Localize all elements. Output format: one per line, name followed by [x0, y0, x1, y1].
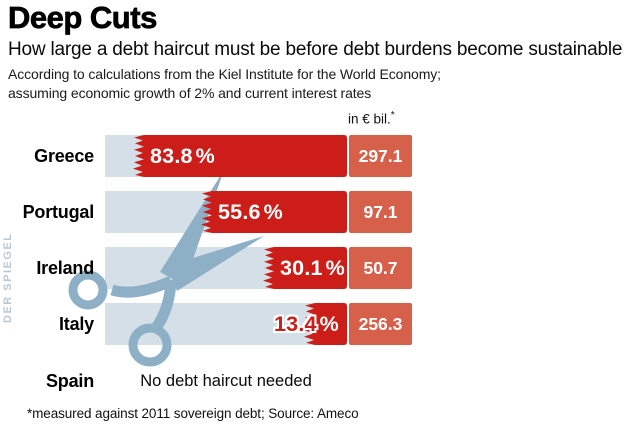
country-label: Portugal	[22, 202, 95, 222]
debt-value-box: 50.7	[349, 247, 412, 289]
haircut-percent-label: 55.6%	[218, 191, 283, 233]
debt-value-box: 97.1	[349, 191, 412, 233]
chart-row-portugal: Portugal 55.6% 97.1	[0, 191, 640, 233]
haircut-percent-label: 83.8%	[150, 135, 215, 177]
country-label: Italy	[58, 314, 94, 334]
haircut-bar: 55.6%	[201, 191, 347, 233]
country-label: Greece	[34, 146, 94, 166]
haircut-percent-number: 13.4	[274, 312, 317, 336]
percent-sign: %	[195, 144, 215, 168]
page-title: Deep Cuts	[8, 0, 158, 35]
haircut-percent-number: 30.1	[280, 256, 323, 280]
haircut-bar: 83.8%	[133, 135, 347, 177]
haircut-percent-number: 55.6	[218, 200, 261, 224]
no-haircut-note: No debt haircut needed	[140, 372, 312, 390]
methodology-note-line2: assuming economic growth of 2% and curre…	[8, 85, 372, 101]
chart-row-italy: Italy 13.4% 256.3	[0, 303, 640, 345]
percent-sign: %	[319, 312, 339, 336]
haircut-bar: 13.4%	[274, 303, 347, 345]
debt-value-box: 256.3	[349, 303, 412, 345]
haircut-percent-label: 13.4%	[274, 303, 339, 345]
subtitle: How large a debt haircut must be before …	[8, 39, 623, 60]
source-footnote: *measured against 2011 sovereign debt; S…	[27, 406, 359, 421]
chart-row-ireland: Ireland 30.1% 50.7	[0, 247, 640, 289]
percent-sign: %	[263, 200, 283, 224]
chart-row-spain: Spain No debt haircut needed	[0, 360, 640, 402]
debt-value-box: 297.1	[349, 135, 412, 177]
asterisk-mark: *	[390, 110, 395, 121]
percent-sign: %	[325, 256, 345, 280]
chart-row-greece: Greece 83.8% 297.1	[0, 135, 640, 177]
value-column-header: in € bil.*	[348, 110, 395, 127]
haircut-percent-number: 83.8	[150, 144, 193, 168]
country-label: Ireland	[36, 258, 94, 278]
methodology-note-line1: According to calculations from the Kiel …	[8, 66, 441, 82]
haircut-bar: 30.1%	[263, 247, 347, 289]
value-column-header-text: in € bil.	[348, 111, 391, 127]
haircut-percent-label: 30.1%	[280, 247, 345, 289]
country-label: Spain	[45, 371, 94, 391]
